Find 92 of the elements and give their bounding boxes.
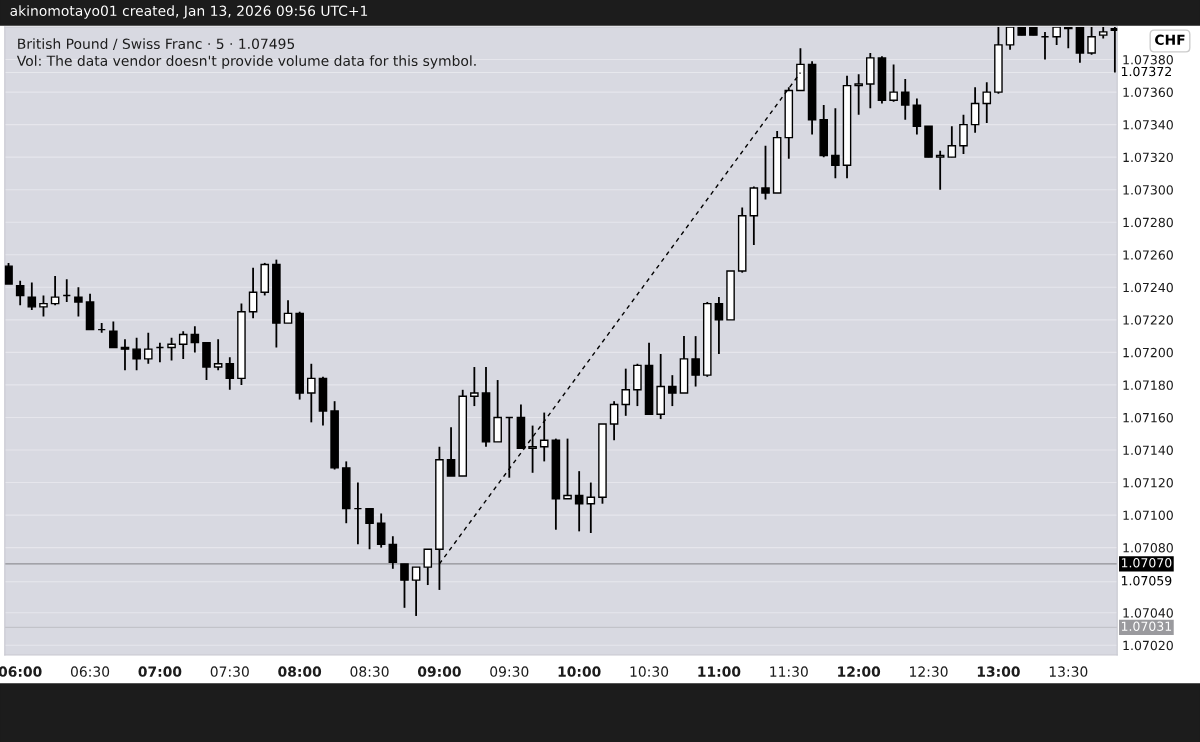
candlestick	[1005, 27, 1015, 51]
candlestick	[190, 325, 200, 354]
candlestick	[959, 113, 968, 155]
x-tick-label: 13:00	[977, 666, 1020, 677]
y-tick-label: 1.07020	[1123, 640, 1173, 651]
x-tick-label: 11:00	[698, 666, 741, 677]
candlestick	[691, 335, 700, 388]
ref-line-label: 1.07059	[1121, 575, 1172, 586]
y-tick-label: 1.07300	[1123, 185, 1173, 195]
text: Vol: The data vendor doesn't provide volume data for this symbol.	[16, 55, 476, 69]
candlestick	[400, 562, 409, 609]
x-tick-label: 08:30	[350, 666, 389, 677]
ref-line-label: 1.07372	[1121, 66, 1171, 77]
candlestick	[831, 107, 840, 180]
y-tick-label: 1.07360	[1123, 87, 1173, 97]
candlestick	[178, 330, 188, 360]
x-tick-label: 10:00	[558, 666, 601, 677]
candlestick	[1110, 27, 1118, 74]
y-tick-label: 1.07180	[1123, 380, 1173, 390]
ref-line-label: 1.07070	[1121, 558, 1172, 568]
x-tick-label: 07:00	[138, 666, 182, 677]
candlestick	[947, 125, 957, 159]
candlestick	[714, 296, 724, 355]
candlestick	[982, 81, 992, 124]
y-tick-label: 1.07100	[1123, 510, 1173, 521]
candlestick	[213, 338, 223, 372]
y-tick-label: 1.07080	[1123, 543, 1173, 553]
candlestick	[120, 338, 130, 372]
candlestick	[376, 512, 386, 549]
x-tick-label: 10:30	[630, 666, 669, 677]
y-tick-label: 1.07220	[1123, 315, 1173, 325]
candlestick	[225, 356, 235, 391]
candlestick	[761, 144, 770, 201]
candlestick	[388, 535, 398, 570]
candlestick	[609, 400, 619, 442]
ref-line-label: 1.07031	[1121, 621, 1172, 631]
candlestick	[470, 366, 479, 407]
candlestick	[50, 275, 60, 307]
y-tick-label: 1.07120	[1123, 478, 1173, 488]
y-tick-label: 1.07340	[1123, 120, 1173, 130]
x-tick-label: 08:00	[278, 666, 322, 677]
y-tick-label: 1.07140	[1123, 445, 1173, 455]
x-tick-label: 12:00	[838, 666, 881, 677]
candlestick	[27, 281, 37, 311]
candlestick	[411, 566, 421, 617]
x-tick-label: 06:30	[70, 666, 110, 677]
candlestick	[1087, 27, 1096, 56]
y-tick-label: 1.07040	[1123, 608, 1173, 618]
x-tick-label: 13:30	[1049, 666, 1088, 677]
candlestick	[15, 279, 25, 307]
candlestick	[528, 424, 537, 474]
candlestick	[1063, 27, 1073, 50]
x-tick-label: 09:00	[417, 666, 461, 677]
candlestick	[935, 149, 945, 191]
candlestick	[889, 63, 898, 103]
candlestick	[283, 299, 293, 325]
candlestick	[74, 286, 83, 318]
candlestick	[109, 320, 118, 349]
text: CHF	[1155, 34, 1185, 46]
candlestick	[4, 262, 13, 285]
candlestick	[446, 426, 456, 477]
x-tick-label: 09:30	[490, 666, 529, 677]
y-tick-label: 1.07200	[1123, 347, 1173, 358]
candlestick	[668, 374, 677, 407]
candlestick	[132, 336, 141, 372]
candlestick	[621, 367, 631, 417]
candlestick	[586, 481, 596, 534]
candlestick	[563, 437, 572, 500]
text: British Pound / Swiss Franc · 5 · 1.07495	[18, 38, 295, 51]
candlestick	[307, 362, 316, 424]
x-tick-label: 07:30	[210, 666, 249, 677]
y-tick-label: 1.07160	[1123, 412, 1173, 423]
candlestick	[912, 97, 922, 136]
x-tick-label: 12:30	[910, 666, 948, 677]
y-tick-label: 1.07380	[1123, 55, 1173, 65]
candlestick	[423, 548, 433, 586]
x-tick-label: 11:30	[770, 666, 808, 677]
candlestick	[167, 336, 176, 362]
candlestick	[900, 78, 910, 121]
candlestick	[854, 73, 863, 116]
candlestick	[248, 266, 258, 320]
y-tick-label: 1.07260	[1123, 250, 1173, 260]
text: akinomotayo01 created, Jan 13, 2026 09:56 UTC+1	[10, 5, 368, 19]
y-tick-label: 1.07280	[1123, 217, 1173, 228]
candlestick	[143, 331, 153, 365]
candlestick	[39, 294, 48, 318]
candlestick	[574, 470, 584, 533]
y-tick-label: 1.07240	[1123, 282, 1173, 293]
y-tick-label: 1.07320	[1123, 152, 1173, 163]
candlestick	[365, 507, 374, 551]
candlestick	[539, 411, 549, 463]
candlestick	[970, 86, 980, 134]
